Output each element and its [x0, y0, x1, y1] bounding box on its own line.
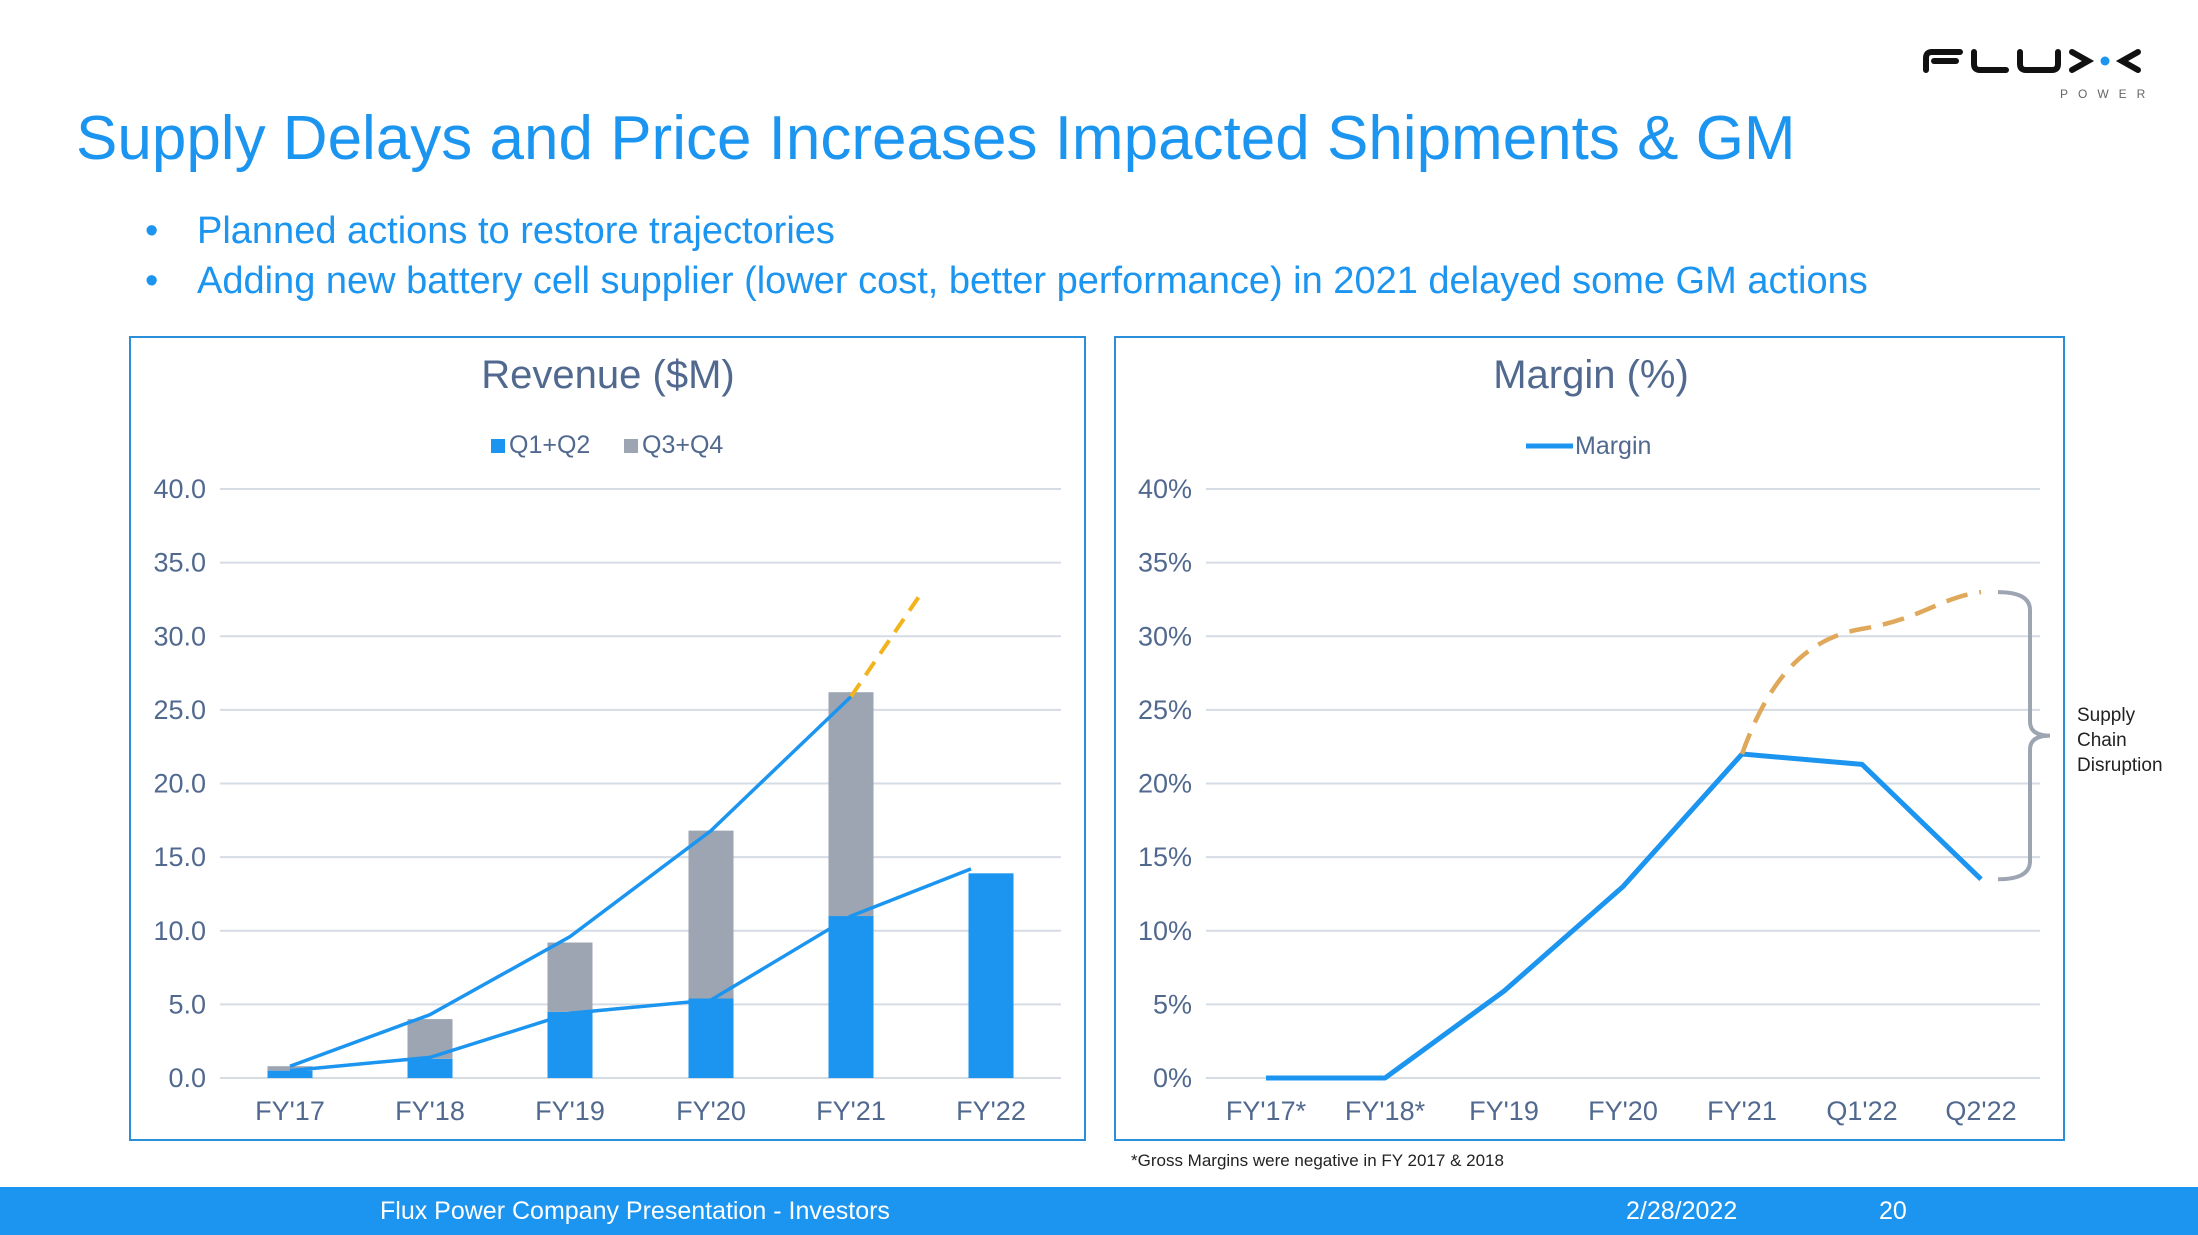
bullet-item: • Adding new battery cell supplier (lower… [145, 262, 1868, 300]
bullet-icon: • [145, 260, 159, 302]
footer-presentation-name: Flux Power Company Presentation - Invest… [380, 1197, 890, 1225]
bar-q1q2 [267, 1070, 313, 1078]
flux-power-logo-icon: POWER [1923, 49, 2150, 101]
bar-q3q4 [688, 830, 734, 999]
y-tick-label: 35.0 [153, 548, 206, 578]
y-tick-label: 5% [1153, 989, 1192, 1019]
y-tick-label: 10% [1138, 916, 1192, 946]
y-tick-label: 0% [1153, 1063, 1192, 1093]
footer-date: 2/28/2022 [1626, 1197, 1738, 1225]
revenue-legend: Q1+Q2 Q3+Q4 [491, 431, 723, 459]
footer-bar: Flux Power Company Presentation - Invest… [0, 1187, 2198, 1235]
legend-label-q3q4: Q3+Q4 [642, 431, 723, 459]
bullet-item: • Planned actions to restore trajectories [145, 212, 835, 250]
margin-chart-title: Margin (%) [1493, 353, 1689, 397]
x-tick-label: FY'18* [1345, 1096, 1426, 1126]
annotation-line-1: Supply [2077, 705, 2136, 726]
margin-chart: Margin (%) Margin 0% 5% 10% 15% 20% 25% 30% 35%… [1114, 336, 2065, 1141]
bullet-icon: • [145, 210, 159, 252]
logo-letter-l [1971, 49, 2009, 73]
x-tick-label: FY'20 [676, 1096, 746, 1126]
revenue-chart-title: Revenue ($M) [481, 353, 734, 397]
logo-letter-u [2017, 49, 2061, 73]
y-tick-label: 15% [1138, 842, 1192, 872]
trend-line [289, 867, 972, 1073]
x-tick-label: Q2'22 [1945, 1096, 2016, 1126]
flux-power-logo: POWER [1920, 44, 2150, 104]
y-tick-label: 40% [1138, 474, 1192, 504]
legend-label-margin: Margin [1575, 432, 1651, 460]
y-tick-label: 20.0 [153, 769, 206, 799]
margin-projection-line [1739, 589, 1982, 755]
revenue-chart: Revenue ($M) Q1+Q2 Q3+Q4 0.0 5.0 10.0 15.0 2… [129, 336, 1086, 1141]
legend-swatch-q3q4 [624, 439, 638, 453]
footnote: *Gross Margins were negative in FY 2017 … [1131, 1151, 1504, 1170]
annotation-line-2: Chain [2077, 730, 2127, 751]
legend-swatch-q1q2 [491, 439, 505, 453]
revenue-chart-svg: Revenue ($M) Q1+Q2 Q3+Q4 0.0 5.0 10.0 15.0 2… [153, 353, 1061, 1126]
y-tick-label: 25% [1138, 695, 1192, 725]
margin-legend: Margin [1526, 432, 1651, 460]
bar-q1q2 [968, 873, 1014, 1078]
logo-letter-x [2069, 49, 2095, 73]
y-tick-label: 25.0 [153, 695, 206, 725]
y-tick-label: 5.0 [168, 989, 206, 1019]
y-tick-label: 15.0 [153, 842, 206, 872]
logo-letter-f [1923, 49, 1963, 73]
legend-label-q1q2: Q1+Q2 [509, 431, 590, 459]
x-tick-label: FY'17* [1226, 1096, 1307, 1126]
y-tick-label: 20% [1138, 769, 1192, 799]
bar-q3q4 [267, 1066, 313, 1071]
margin-chart-svg: Margin (%) Margin 0% 5% 10% 15% 20% 25% 30% 35%… [1138, 353, 2040, 1126]
x-tick-label: FY'20 [1588, 1096, 1658, 1126]
x-tick-label: FY'22 [956, 1096, 1026, 1126]
logo-subtitle: POWER [2060, 87, 2150, 101]
x-tick-label: Q1'22 [1826, 1096, 1897, 1126]
x-tick-label: FY'18 [395, 1096, 465, 1126]
y-tick-label: 40.0 [153, 474, 206, 504]
bullet-text: Adding new battery cell supplier (lower … [197, 260, 1868, 302]
x-tick-label: FY'21 [1707, 1096, 1777, 1126]
supply-chain-annotation: Supply Chain Disruption [1997, 590, 2163, 882]
bar-q1q2 [828, 916, 874, 1078]
bar-q3q4 [547, 942, 593, 1012]
x-tick-label: FY'19 [535, 1096, 605, 1126]
y-tick-label: 0.0 [168, 1063, 206, 1093]
bar-q1q2 [407, 1058, 453, 1078]
brace-icon [1997, 590, 2051, 882]
y-tick-label: 30.0 [153, 621, 206, 651]
y-tick-label: 35% [1138, 548, 1192, 578]
footer-page-number: 20 [1879, 1197, 1907, 1225]
annotation-line-3: Disruption [2077, 755, 2163, 776]
margin-line [1266, 751, 1983, 1081]
x-tick-label: FY'21 [816, 1096, 886, 1126]
slide-title: Supply Delays and Price Increases Impact… [76, 104, 1796, 173]
trend-line [289, 695, 853, 1068]
bullet-text: Planned actions to restore trajectories [197, 210, 835, 252]
projection-line [849, 595, 921, 698]
y-tick-label: 10.0 [153, 916, 206, 946]
bar-q3q4 [828, 692, 874, 917]
bar-q1q2 [688, 998, 734, 1078]
y-tick-label: 30% [1138, 621, 1192, 651]
x-tick-label: FY'17 [255, 1096, 325, 1126]
logo-dot [2100, 56, 2110, 66]
x-tick-label: FY'19 [1469, 1096, 1539, 1126]
bar-q1q2 [547, 1011, 593, 1078]
